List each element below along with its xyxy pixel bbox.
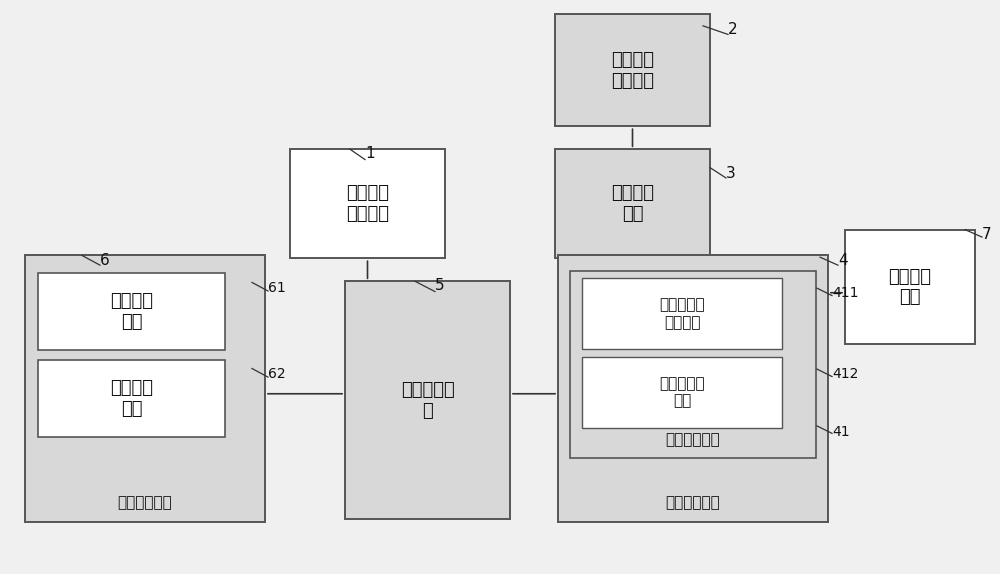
Bar bbox=[290, 149, 445, 258]
Text: 创意招标
管理单元: 创意招标 管理单元 bbox=[346, 184, 389, 223]
Text: 61: 61 bbox=[268, 281, 286, 295]
Text: 4: 4 bbox=[838, 253, 848, 267]
Text: 创意设计
提交单元: 创意设计 提交单元 bbox=[611, 51, 654, 90]
Text: 创意展示单元: 创意展示单元 bbox=[118, 495, 172, 510]
Text: 5: 5 bbox=[435, 278, 445, 293]
Text: 创意分层单元: 创意分层单元 bbox=[666, 495, 720, 510]
Text: 文字转图片
模块: 文字转图片 模块 bbox=[659, 376, 705, 409]
Bar bbox=[570, 271, 816, 457]
Text: 创意评分
单元: 创意评分 单元 bbox=[888, 267, 931, 307]
Text: 62: 62 bbox=[268, 367, 286, 381]
Text: 6: 6 bbox=[100, 253, 110, 267]
Text: 图片生成单元: 图片生成单元 bbox=[666, 432, 720, 447]
Bar bbox=[38, 359, 225, 437]
Bar bbox=[345, 281, 510, 519]
Text: 三维模型转
图片模块: 三维模型转 图片模块 bbox=[659, 297, 705, 329]
Text: 创意存证
单元: 创意存证 单元 bbox=[611, 184, 654, 223]
Bar bbox=[845, 230, 975, 344]
Text: 7: 7 bbox=[982, 227, 992, 242]
Bar bbox=[555, 14, 710, 126]
Bar bbox=[582, 278, 782, 349]
Bar bbox=[25, 255, 265, 522]
Text: 411: 411 bbox=[832, 286, 858, 300]
Bar bbox=[582, 357, 782, 428]
Text: 创意分发单
元: 创意分发单 元 bbox=[401, 381, 454, 420]
Text: 412: 412 bbox=[832, 367, 858, 381]
Text: 41: 41 bbox=[832, 425, 850, 439]
Text: 3: 3 bbox=[726, 166, 736, 181]
Bar bbox=[555, 149, 710, 258]
Bar bbox=[38, 273, 225, 350]
Bar bbox=[558, 255, 828, 522]
Text: 2: 2 bbox=[728, 22, 738, 37]
Text: 1: 1 bbox=[365, 146, 375, 161]
Text: 截屏监控
单元: 截屏监控 单元 bbox=[110, 379, 153, 418]
Text: 阅后即焚
单元: 阅后即焚 单元 bbox=[110, 292, 153, 331]
